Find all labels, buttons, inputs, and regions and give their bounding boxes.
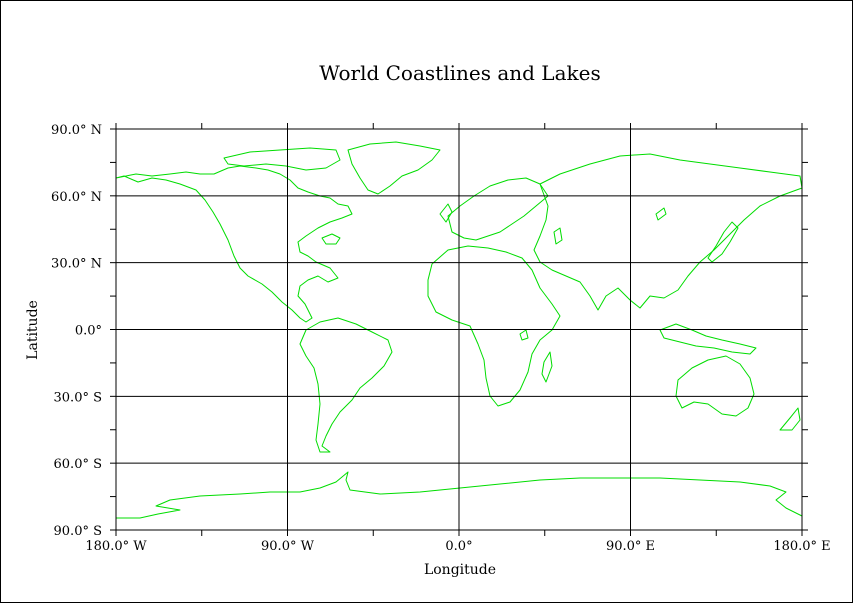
coastline-british-isles (439, 203, 453, 223)
y-tick-label: 0.0° (75, 324, 102, 339)
coastline-europe (447, 177, 549, 241)
coastline-australia (675, 355, 755, 417)
y-tick-label: 60.0° N (51, 190, 102, 205)
coastline-antarctica (115, 471, 803, 531)
map-title: World Coastlines and Lakes (319, 61, 600, 85)
lake-great-lakes (321, 233, 341, 245)
lake-caspian (553, 227, 563, 245)
y-tick-label: 60.0° S (54, 457, 102, 472)
coastlines (115, 141, 803, 531)
y-tick-label: 30.0° S (54, 390, 102, 405)
lake-victoria (519, 329, 529, 341)
x-tick-label: 180.0° E (773, 539, 830, 554)
coastline-africa (427, 245, 561, 407)
axes: 180.0° W 90.0° W 0.0° 90.0° E 180.0° E 90.0° … (51, 123, 831, 554)
coastline-japan (707, 221, 739, 263)
y-axis-label: Latitude (25, 300, 41, 360)
y-tick-label: 90.0° S (54, 524, 102, 539)
coastline-greenland (347, 141, 441, 195)
coastline-south-america (299, 317, 393, 453)
y-tick-label: 30.0° N (51, 257, 102, 272)
x-tick-label: 0.0° (445, 539, 472, 554)
coastline-arctic-islands (223, 147, 341, 171)
lake-baikal (655, 207, 667, 221)
gridlines (115, 128, 803, 531)
coastline-north-america (115, 165, 353, 323)
coastline-new-zealand (779, 407, 801, 431)
coastline-madagascar (541, 351, 553, 383)
coastline-asia (533, 153, 803, 311)
x-tick-label: 180.0° W (85, 539, 147, 554)
x-axis-label: Longitude (424, 562, 496, 578)
x-tick-label: 90.0° E (606, 539, 655, 554)
coastline-se-asia-islands (659, 323, 757, 355)
y-tick-label: 90.0° N (51, 123, 102, 138)
x-tick-label: 90.0° W (261, 539, 315, 554)
